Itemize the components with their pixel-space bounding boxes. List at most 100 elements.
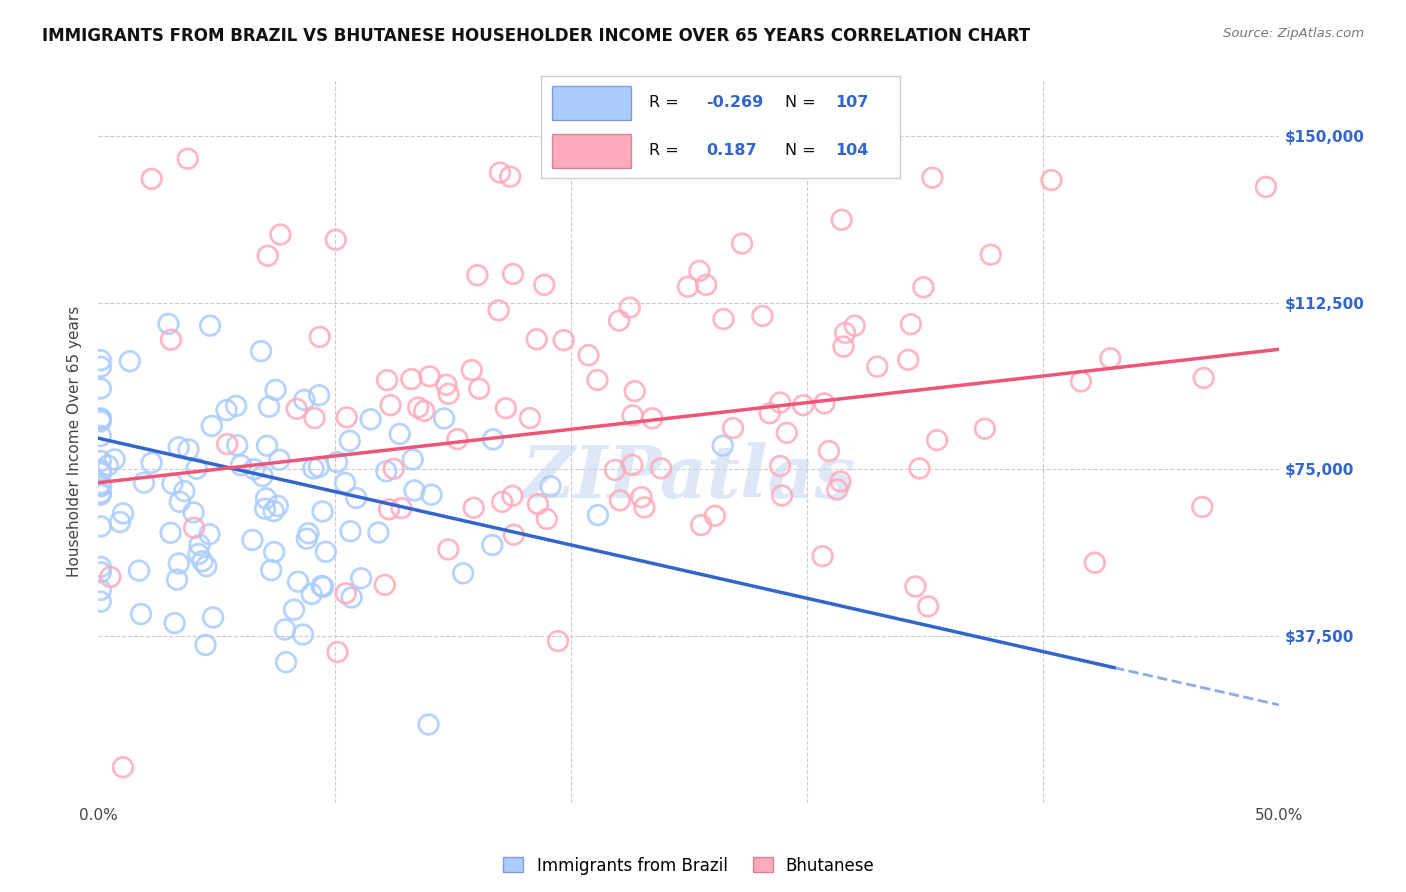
Point [731,236,754,251]
Point [375,464,398,478]
Point [194,638,217,652]
Point [304,411,326,425]
Point [350,571,373,585]
Point [217,437,239,451]
Point [770,488,793,502]
Point [1070,375,1092,389]
Point [1040,173,1063,187]
Point [832,340,855,354]
Point [463,500,485,515]
Point [285,401,308,416]
Point [90,476,112,491]
Point [202,610,225,624]
Point [308,388,330,402]
Point [607,313,630,327]
Text: N =: N = [785,95,815,110]
Point [160,333,183,347]
Point [97,458,120,473]
Point [111,507,134,521]
Text: N =: N = [785,144,815,158]
Point [191,554,214,568]
Point [292,627,315,641]
Point [973,422,995,436]
Point [256,439,278,453]
Point [90,582,112,597]
Point [526,332,548,346]
Point [90,485,112,500]
Point [335,586,357,600]
Point [844,318,866,333]
Point [340,591,363,605]
Point [98,570,121,584]
Point [198,527,221,541]
Point [711,439,734,453]
Point [540,479,562,493]
Point [502,267,524,281]
Point [311,579,333,593]
Point [433,411,456,425]
Point [195,559,218,574]
Point [831,212,853,227]
Point [467,268,489,282]
Point [792,398,814,412]
Text: 104: 104 [835,144,869,158]
Point [553,333,575,347]
Point [751,309,773,323]
Point [536,512,558,526]
Point [446,432,468,446]
Point [897,352,920,367]
Point [690,518,713,533]
Point [834,326,856,340]
Point [297,526,319,541]
Point [502,527,524,541]
Point [547,634,569,648]
Point [260,563,283,577]
Point [641,411,664,425]
Point [90,359,112,374]
Y-axis label: Householder Income Over 65 years: Householder Income Over 65 years [67,306,83,577]
Text: IMMIGRANTS FROM BRAZIL VS BHUTANESE HOUSEHOLDER INCOME OVER 65 YEARS CORRELATION: IMMIGRANTS FROM BRAZIL VS BHUTANESE HOUS… [42,27,1031,45]
Point [1192,371,1215,385]
Point [488,303,510,318]
Point [413,404,436,418]
Point [173,484,195,499]
Point [420,488,443,502]
Point [308,459,330,474]
Point [818,444,841,458]
Point [904,580,927,594]
Point [900,317,922,331]
Point [159,525,181,540]
Point [391,501,413,516]
Point [769,458,792,473]
Point [402,452,425,467]
Point [90,466,112,480]
Point [253,501,276,516]
Point [621,409,644,423]
Point [325,233,347,247]
Point [721,421,744,435]
Point [633,500,655,515]
Point [619,301,641,315]
Point [129,607,152,621]
Point [360,412,382,426]
Point [980,248,1002,262]
Point [630,490,652,504]
Point [301,587,323,601]
Text: R =: R = [650,95,679,110]
Point [177,442,200,457]
Point [401,372,423,386]
Point [769,395,792,409]
Point [489,165,512,179]
FancyBboxPatch shape [553,135,631,168]
Point [274,623,297,637]
Point [186,461,208,475]
Point [437,387,460,401]
Point [132,475,155,490]
Text: R =: R = [650,144,679,158]
Point [90,478,112,492]
Point [908,461,931,475]
Point [90,412,112,426]
Point [118,354,141,368]
Point [375,373,398,387]
Point [468,382,491,396]
